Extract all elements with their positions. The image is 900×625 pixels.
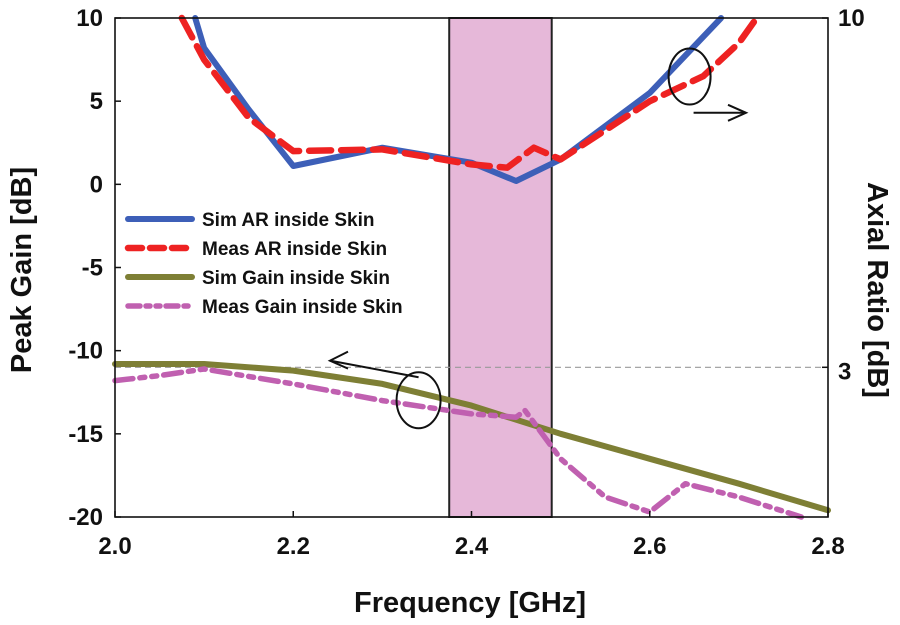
y-left-tick-label: -20	[68, 504, 103, 531]
annotation-ar-circle	[667, 47, 712, 106]
series-line-3	[112, 361, 831, 514]
x-tick-label: 2.4	[455, 533, 489, 560]
annotation-gain-arrowhead	[327, 350, 349, 370]
annotation-ar-arrowhead	[727, 103, 749, 122]
x-axis-title: Frequency [GHz]	[354, 587, 586, 619]
legend-label-3: Sim Gain inside Skin	[202, 268, 390, 289]
tick-layer: 2.0 2.2 2.4 2.6 2.8 10 5 0 -5 -10 -15 -20 10 3	[68, 5, 864, 560]
y-right-tick-label: 3	[838, 358, 851, 385]
series-layer	[112, 14, 831, 520]
x-tick-label: 2.0	[98, 533, 131, 560]
y-left-tick-label: -15	[68, 421, 103, 448]
y-left-tick-label: -5	[82, 255, 103, 282]
annotation-gain-circle	[395, 371, 442, 430]
legend-label-1: Sim AR inside Skin	[202, 210, 374, 231]
y-left-tick-label: 10	[76, 5, 103, 32]
legend: Sim AR inside Skin Meas AR inside Skin Sim…	[124, 210, 403, 318]
x-tick-label: 2.6	[633, 533, 666, 560]
x-tick-label: 2.2	[277, 533, 310, 560]
legend-label-2: Meas AR inside Skin	[202, 239, 387, 260]
y-left-tick-label: 5	[90, 88, 103, 115]
annotation-layer	[327, 47, 749, 430]
shaded-band-layer	[448, 17, 553, 518]
shaded-band	[448, 17, 553, 518]
y-axis-title-left: Peak Gain [dB]	[6, 167, 38, 373]
legend-label-4: Meas Gain inside Skin	[202, 297, 403, 318]
y-right-tick-label: 10	[838, 5, 865, 32]
series-line-4	[112, 366, 805, 520]
y-left-tick-label: 0	[90, 171, 103, 198]
annotation-gain-arrow	[329, 359, 419, 379]
y-axis-title-right: Axial Ratio [dB]	[861, 182, 893, 398]
y-left-tick-label: -10	[68, 338, 103, 365]
x-tick-label: 2.8	[811, 533, 844, 560]
series-line-2	[178, 14, 760, 171]
